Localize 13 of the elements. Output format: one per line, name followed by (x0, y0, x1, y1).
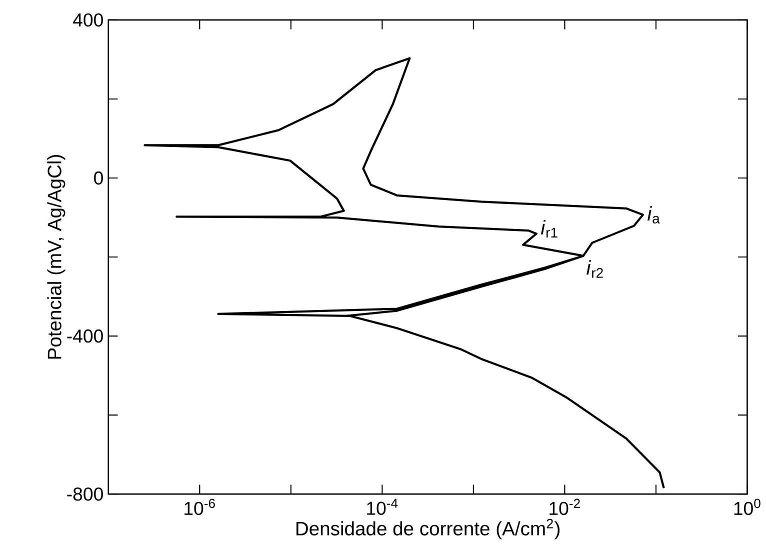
annotation: i$_{r1}$ (541, 220, 558, 238)
y-tick-label: -400 (67, 329, 103, 342)
x-axis-title: Densidade de corrente (A/cm$^{2}$) (296, 518, 560, 540)
annotation: i$_{r2}$ (586, 260, 603, 278)
annotation: i$_{a}$ (648, 206, 660, 224)
y-tick-label: 400 (72, 13, 103, 26)
x-tick-label: 10$^{0}$ (734, 498, 760, 515)
y-tick-label: 0 (94, 171, 103, 184)
x-tick-label: 10$^{-2}$ (550, 498, 580, 515)
y-axis-title: Potencial (mV, Ag/AgCl) (47, 154, 66, 358)
x-tick-label: 10$^{-6}$ (184, 498, 215, 515)
y-tick-label: -800 (67, 487, 103, 500)
x-tick-label: 10$^{-4}$ (367, 498, 398, 515)
